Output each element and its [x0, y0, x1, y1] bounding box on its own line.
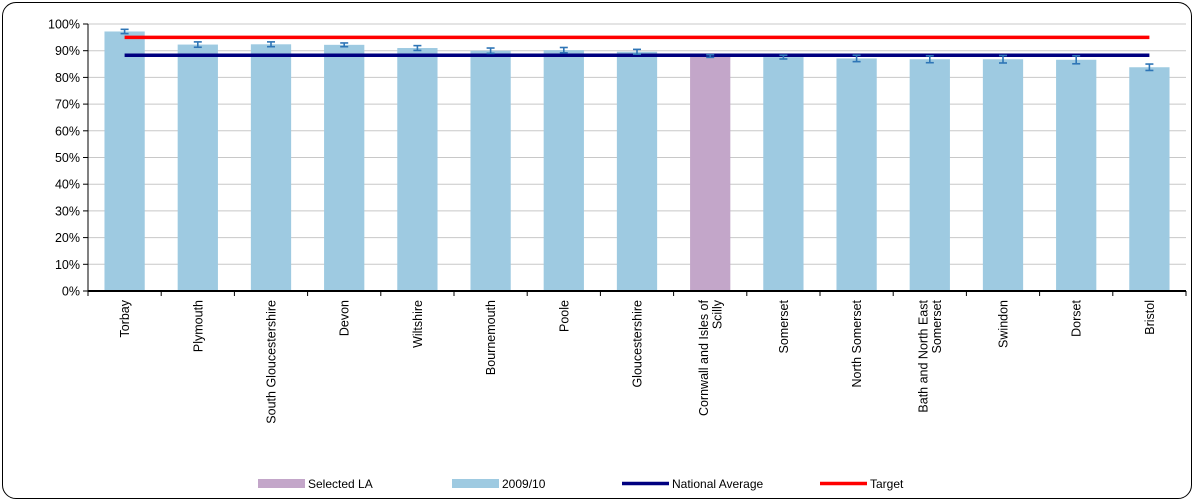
error-bar [340, 42, 349, 48]
category-label: North Somerset [850, 299, 864, 387]
error-bar [852, 54, 861, 63]
axes: 0% 10% 20% 30% 40% 50% 60% 70% 80% 90% 100% Torbay P… [48, 18, 1187, 424]
y-tick-label: 70% [55, 98, 80, 112]
legend-label: Selected LA [308, 477, 373, 491]
bar [836, 58, 877, 292]
y-tick-label: 80% [55, 71, 80, 85]
bars [104, 31, 1170, 292]
category-label: Cornwall and Isles of [697, 299, 711, 416]
bar [397, 48, 438, 291]
category-label: South Gloucestershire [265, 300, 279, 424]
error-bars [120, 28, 1154, 72]
category-label: Bristol [1143, 300, 1157, 335]
category-label: Gloucestershire [631, 300, 645, 388]
legend-swatch [258, 479, 305, 488]
legend-label: Target [870, 477, 904, 491]
category-label: Scilly [710, 299, 724, 329]
legend-item: National Average [622, 477, 764, 491]
category-label: Somerset [777, 299, 791, 353]
category-label: Poole [557, 300, 571, 332]
legend-swatch [452, 479, 499, 488]
bar [763, 57, 804, 291]
legend-item: Selected LA [258, 477, 373, 491]
error-bar [706, 53, 715, 59]
legend-label: National Average [672, 477, 764, 491]
category-label: Somerset [930, 299, 944, 353]
error-bar [413, 44, 422, 52]
error-bar [779, 54, 788, 60]
y-tick-label: 30% [55, 204, 80, 218]
error-bar [1072, 54, 1081, 65]
bar [543, 50, 584, 291]
error-bar [486, 47, 495, 55]
category-label: Plymouth [191, 300, 205, 352]
bar [616, 51, 658, 291]
y-tick-label: 50% [55, 151, 80, 165]
error-bar [559, 46, 568, 54]
y-tick-label: 60% [55, 124, 80, 138]
category-label: Torbay [118, 299, 132, 337]
error-bar [267, 41, 275, 48]
y-tick-label: 20% [55, 231, 80, 245]
category-label: Devon [338, 300, 352, 336]
bar [470, 50, 511, 292]
legend: Selected LA 2009/10 National Average Target [258, 477, 904, 491]
legend-label: 2009/10 [502, 477, 546, 491]
legend-item: Target [820, 477, 904, 491]
category-label: Swindon [997, 300, 1011, 348]
bar [909, 59, 950, 291]
y-tick-label: 10% [55, 258, 80, 272]
bar [104, 31, 145, 291]
y-tick-label: 100% [48, 18, 80, 32]
bar [324, 44, 365, 291]
y-tick-label: 0% [62, 285, 80, 299]
bar [1056, 59, 1097, 291]
category-label: Wiltshire [411, 300, 425, 348]
category-label: Bath and North East [917, 299, 931, 412]
legend-item: 2009/10 [452, 477, 546, 491]
y-tick-label: 40% [55, 178, 80, 192]
category-label: Dorset [1070, 299, 1084, 336]
bar [982, 59, 1024, 291]
category-label: Bournemouth [484, 300, 498, 375]
error-bar [120, 28, 129, 35]
error-bar [999, 54, 1007, 64]
error-bar [633, 48, 641, 55]
bar [690, 56, 731, 291]
y-tick-label: 90% [55, 44, 80, 58]
error-bar [1145, 63, 1154, 72]
error-bar [193, 41, 202, 49]
bar [177, 44, 218, 292]
reference-lines [124, 35, 1150, 57]
bar [1129, 67, 1170, 291]
error-bar [925, 54, 934, 64]
bar [250, 44, 292, 292]
